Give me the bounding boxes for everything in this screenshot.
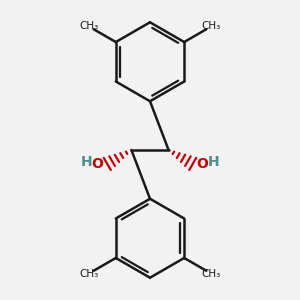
Text: O: O <box>196 157 208 171</box>
Text: CH₃: CH₃ <box>79 268 98 278</box>
Text: CH₃: CH₃ <box>202 22 221 32</box>
Text: CH₃: CH₃ <box>202 268 221 278</box>
Text: CH₃: CH₃ <box>79 22 98 32</box>
Text: H: H <box>208 154 219 169</box>
Text: O: O <box>92 157 103 171</box>
Text: H: H <box>81 154 92 169</box>
